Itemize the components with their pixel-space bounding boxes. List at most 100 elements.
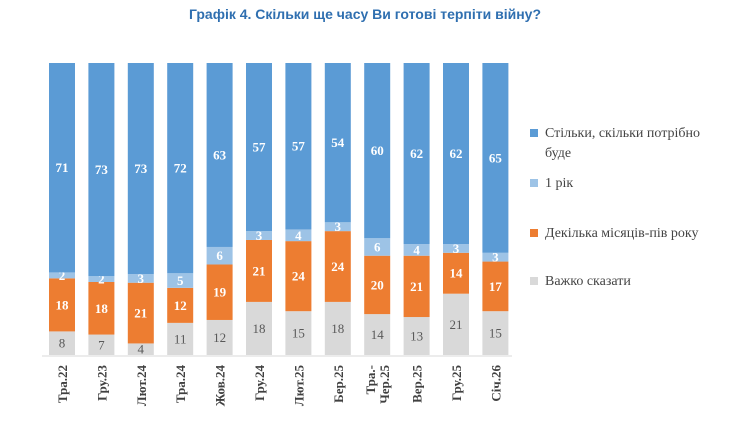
data-label: 21 (410, 279, 423, 294)
bar-segment (49, 278, 75, 332)
data-label: 57 (292, 139, 306, 154)
x-tick-label: Тра.22 (55, 365, 70, 403)
bar-segment (206, 246, 233, 265)
data-label: 18 (331, 321, 344, 336)
x-tick-label: Тра.-Чер.25 (363, 365, 392, 404)
bar-segment (403, 317, 430, 355)
x-tick-label: Лют.25 (291, 365, 306, 407)
data-label: 65 (489, 150, 503, 165)
data-label: 2 (98, 272, 105, 287)
data-label: 6 (216, 248, 223, 263)
data-label: 12 (174, 298, 187, 313)
bar-segment (285, 241, 312, 312)
data-label: 60 (371, 143, 384, 158)
bar-segment (364, 63, 391, 239)
legend-swatch (530, 129, 538, 137)
x-tick-label: Жов.24 (213, 365, 228, 407)
data-label: 8 (59, 336, 66, 351)
bar-segment (246, 301, 272, 355)
bar-segment (364, 314, 391, 355)
data-label: 72 (174, 161, 187, 176)
bar-segment (443, 63, 469, 245)
legend-label: Стільки, скільки потрібно буде (545, 126, 700, 161)
data-label: 4 (138, 342, 145, 357)
data-label: 73 (95, 162, 109, 177)
data-label: 14 (371, 327, 385, 342)
x-tick-label: Гру.25 (449, 365, 464, 401)
bar-segment (482, 252, 509, 262)
bar-segment (403, 244, 430, 256)
x-tick-label: Гру.23 (94, 365, 109, 401)
bar-segment (49, 63, 75, 273)
bar-segment (49, 331, 75, 355)
bars-group: 8182717182734213731112572121966318213571… (49, 63, 509, 357)
bar-segment (324, 63, 351, 223)
data-label: 2 (59, 268, 66, 283)
bar-segment (443, 293, 469, 355)
bar-segment (285, 63, 312, 230)
legend-swatch (530, 277, 538, 285)
data-label: 17 (489, 279, 503, 294)
data-label: 4 (295, 228, 302, 243)
x-tick-label: Гру.24 (252, 365, 267, 401)
bar-segment (364, 238, 391, 256)
data-label: 24 (331, 259, 345, 274)
bar-segment (482, 63, 509, 253)
data-label: 3 (453, 241, 460, 256)
bar-segment (206, 319, 233, 355)
data-label: 71 (56, 160, 69, 175)
bar-segment (246, 63, 272, 232)
bar-segment (88, 63, 115, 277)
data-label: 21 (450, 317, 463, 332)
data-label: 4 (413, 242, 420, 257)
bar-segment (127, 274, 154, 283)
bar-segment (167, 63, 194, 274)
data-label: 73 (134, 161, 148, 176)
bar-segment (482, 311, 509, 355)
x-tick-label: Лют.24 (134, 365, 149, 407)
data-label: 6 (374, 239, 381, 254)
x-tick-label: Тра.24 (173, 365, 188, 404)
data-label: 18 (56, 297, 70, 312)
bar-segment (324, 222, 351, 232)
bar-segment (246, 231, 272, 240)
bar-segment (403, 255, 430, 318)
data-label: 57 (253, 140, 267, 155)
bar-segment (324, 301, 351, 355)
bar-segment (49, 272, 75, 279)
legend-label: Декілька місяців-пів року (545, 226, 699, 241)
bar-segment (167, 287, 194, 323)
bar-segment (127, 282, 154, 344)
data-label: 62 (410, 146, 423, 161)
legend-label: Важко сказати (545, 274, 631, 289)
legend-swatch (530, 229, 538, 237)
bar-segment (443, 244, 469, 253)
bar-segment (167, 322, 194, 355)
bar-segment (285, 229, 312, 242)
x-axis: Тра.22 Гру.23 Лют.24 Тра.24 Жов.24 Гру.24 Лют.… (42, 355, 512, 407)
bar-segment (443, 252, 469, 294)
data-label: 3 (492, 250, 499, 265)
bar-segment (206, 264, 233, 320)
bar-segment (364, 255, 391, 315)
bar-segment (127, 343, 154, 355)
bar-segment (324, 231, 351, 302)
data-label: 18 (253, 321, 266, 336)
data-label: 13 (410, 329, 423, 344)
legend-swatch (530, 179, 538, 187)
data-label: 54 (331, 135, 345, 150)
bar-segment (88, 276, 115, 282)
bar-segment (403, 63, 430, 245)
data-label: 21 (253, 263, 266, 278)
bar-segment (482, 261, 509, 312)
data-label: 5 (177, 273, 184, 288)
data-label: 12 (213, 330, 226, 345)
x-tick-label: Вер.25 (410, 365, 425, 403)
x-tick-label: Січ.26 (488, 365, 503, 402)
data-label: 20 (371, 277, 384, 292)
data-label: 3 (335, 219, 342, 234)
bar-segment (285, 311, 312, 355)
data-label: 19 (213, 285, 227, 300)
data-label: 18 (95, 301, 109, 316)
